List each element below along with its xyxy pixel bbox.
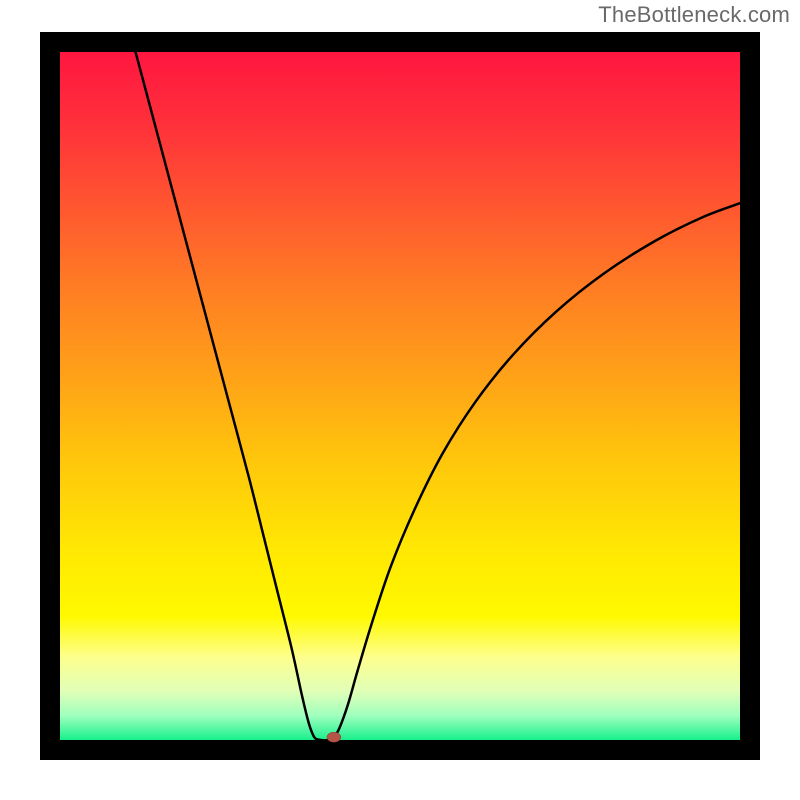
watermark-text: TheBottleneck.com [598, 2, 790, 28]
chart-svg [0, 0, 800, 800]
bottleneck-chart: TheBottleneck.com [0, 0, 800, 800]
optimal-point-marker [327, 732, 341, 742]
